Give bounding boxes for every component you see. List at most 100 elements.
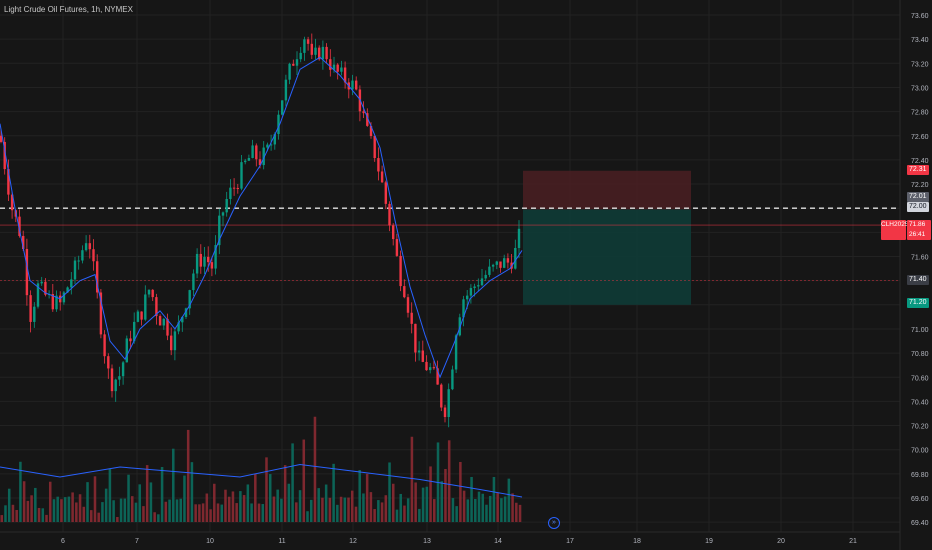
candle-body [73,260,77,280]
volume-bar [145,465,149,522]
candle-body [466,295,469,300]
grey-price-label-top: 72.01 [907,192,929,202]
volume-bar [332,463,335,522]
candle-body [240,162,243,189]
y-tick-label: 70.20 [911,424,929,431]
volume-bar [507,478,511,522]
target-price-label: 72.31 [907,165,929,175]
volume-bar [246,484,250,522]
candle-body [44,281,47,295]
volume-bar [123,498,127,522]
volume-bar [354,506,358,522]
ticker-tag-text: CLH2025 [881,221,909,228]
candle-body [351,80,354,90]
candle-body [251,145,254,159]
y-tick-label: 70.00 [911,448,929,455]
volume-bar [116,517,119,522]
candle-body [232,187,236,189]
candle-body [377,158,380,172]
volume-bar [216,503,220,522]
volume-bar [485,504,488,522]
candle-body [229,187,232,199]
volume-bar [511,493,514,522]
volume-bar [179,498,182,522]
volume-ma-line [0,463,523,498]
volume-bar [149,482,153,522]
candle-body [277,114,280,135]
volume-bar [45,514,48,522]
candle-body [3,141,6,170]
volume-bar [373,509,376,522]
candle-body [77,260,80,262]
y-tick-label: 71.60 [911,255,929,262]
volume-bar [112,500,115,522]
volume-bar [377,500,380,522]
volume-bar [451,498,455,522]
volume-bar [496,492,499,522]
candle-body [118,376,121,380]
candle-body [225,198,228,213]
volume-bar [362,493,365,522]
ticker-tag: CLH2025 [881,220,909,240]
x-tick-label: 18 [633,538,641,545]
volume-bar [89,510,93,522]
x-tick-label: 6 [61,538,65,545]
candle-body [33,306,36,322]
volume-bar [336,504,339,522]
candle-body [129,338,132,342]
volume-bar [97,512,100,522]
candle-body [299,52,302,60]
volume-bar [418,508,421,522]
volume-bar [414,482,417,522]
volume-bar [131,496,134,522]
candle-body [210,262,214,269]
candle-body [469,288,473,296]
volume-bar [444,468,447,522]
symbol-name: Light Crude Oil Futures [4,5,87,14]
volume-bar [19,461,22,522]
volume-bar [313,416,317,522]
candle-body [0,135,3,142]
volume-bar [26,500,30,522]
candle-body [36,283,40,307]
volume-bar [474,498,477,522]
candle-body [310,43,313,55]
volume-bar [186,429,190,522]
volume-bar [63,497,67,522]
candle-body [199,253,202,267]
volume-bar [317,488,320,522]
candle-body [147,289,151,295]
volume-bar [298,490,302,522]
candle-body [336,64,339,72]
candle-body [255,145,258,160]
candle-body [107,356,110,369]
volume-bar [183,475,186,522]
candle-body [262,147,265,166]
volume-bar [503,496,507,522]
volume-bar [194,504,197,522]
candle-body [81,250,84,261]
candle-body [392,225,395,240]
candle-body [247,158,251,161]
volume-bar [209,509,212,522]
candle-body [114,379,117,392]
volume-bar [0,515,4,522]
volume-bar [306,511,309,522]
candle-body [429,367,432,371]
scroll-to-realtime-icon[interactable]: » [548,517,560,529]
candle-body [40,281,43,284]
y-tick-label: 70.40 [911,399,929,406]
candle-body [51,294,54,310]
candle-body [140,311,143,320]
candle-body [207,256,210,263]
candle-body [414,323,417,353]
candle-body [295,59,299,66]
volume-bar [235,503,238,522]
candle-body [517,228,521,248]
candle-body [195,253,199,274]
stop-price-label: 71.20 [907,298,929,308]
volume-bar [339,496,343,522]
candle-body [181,316,184,323]
volume-bar [515,502,518,522]
